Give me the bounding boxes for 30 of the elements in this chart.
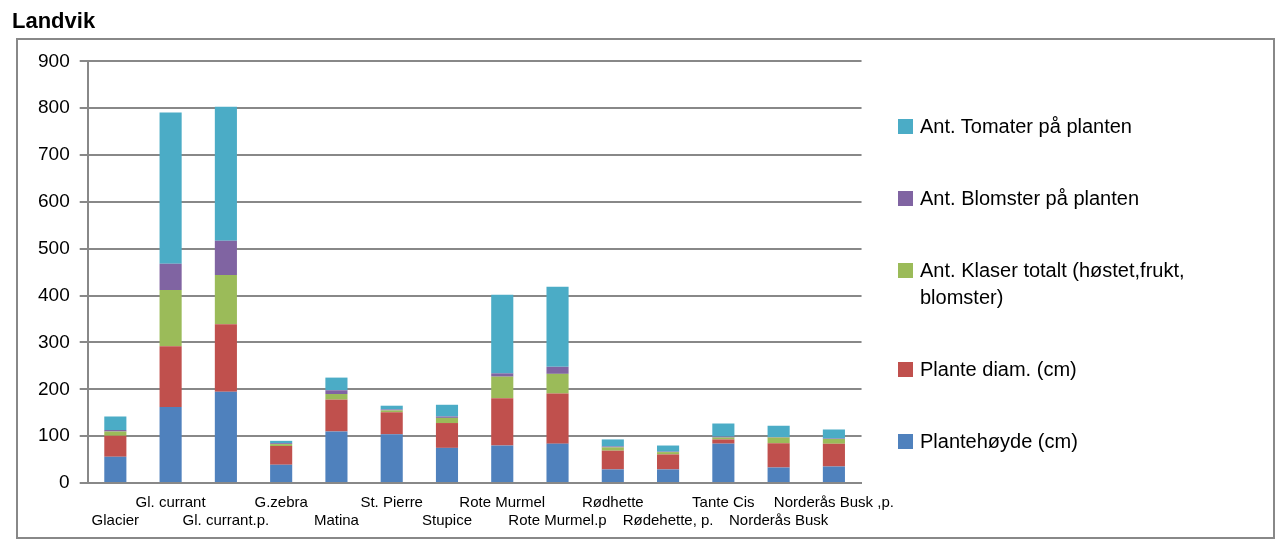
x-tick-label: St. Pierre — [360, 493, 423, 511]
x-tick-label: Rote Murmel — [459, 493, 546, 511]
y-tick-label: 0 — [59, 471, 70, 493]
y-tick-label: 800 — [38, 96, 70, 118]
x-tick-label: Gl. currant.p. — [182, 511, 270, 529]
x-tick-label: Rødhette — [581, 493, 644, 511]
x-tick-label: Norderås Busk — [729, 511, 829, 529]
x-tick-label: Norderås Busk ,p. — [773, 493, 894, 511]
x-tick-label: Gl. currant — [135, 493, 207, 511]
y-tick-label: 700 — [38, 143, 70, 165]
x-tick-label: Rote Murmel.p — [508, 511, 607, 529]
chart-title: Landvik — [12, 8, 100, 34]
y-tick-label: 200 — [38, 377, 70, 399]
y-tick-label: 900 — [38, 49, 70, 71]
y-tick-label: 100 — [38, 424, 70, 446]
x-tick-label: Rødehette, p. — [622, 511, 714, 529]
x-tick-label: Matina — [313, 511, 360, 529]
y-tick-label: 500 — [38, 237, 70, 259]
x-tick-label: Stupice — [421, 511, 473, 529]
x-tick-label: Tante Cis — [692, 493, 755, 511]
legend-label: Plantehøyde (cm) — [920, 428, 1078, 454]
y-tick-label: 300 — [38, 330, 70, 352]
legend-label: Ant. Klaser totalt (høstet,frukt, blomster) — [920, 257, 1186, 310]
legend-label: Ant. Tomater på planten — [920, 113, 1132, 139]
x-tick-label: G.zebra — [254, 493, 309, 511]
legend-label: Ant. Blomster på planten — [920, 185, 1140, 211]
x-tick-label: Glacier — [91, 511, 140, 529]
y-tick-label: 600 — [38, 190, 70, 212]
y-tick-label: 400 — [38, 283, 70, 305]
legend-label: Plante diam. (cm) — [920, 356, 1077, 382]
